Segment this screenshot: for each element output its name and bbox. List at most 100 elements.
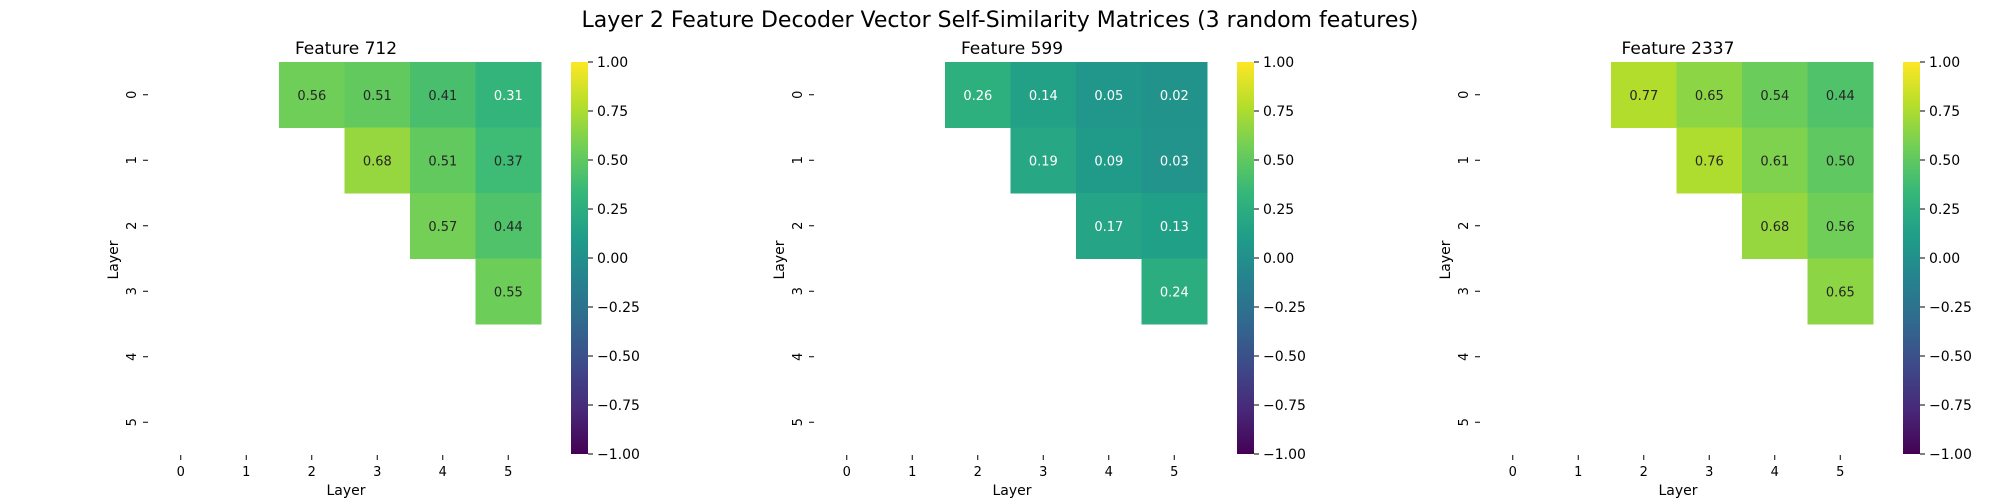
- colorbar: [1237, 62, 1254, 454]
- colorbar: [1903, 62, 1920, 454]
- y-tick-label: 3: [125, 287, 140, 295]
- y-tick-label: 5: [1457, 418, 1472, 426]
- colorbar-tick-label: 0.75: [1263, 104, 1294, 120]
- colorbar-tick-label: 0.00: [1263, 251, 1294, 267]
- panel-2: Feature 599 Layer Layer 0.26 0.14 0.05 0.02…: [772, 39, 1306, 499]
- heatmap-cell: [279, 62, 345, 128]
- x-tick-label: 1: [242, 465, 250, 480]
- heatmap-cell: [1676, 127, 1743, 194]
- cell-value-label: 0.68: [1760, 220, 1789, 235]
- cell-value-label: 0.76: [1695, 154, 1724, 169]
- y-tick-label: 5: [125, 418, 140, 426]
- heatmap-cell: [1742, 193, 1808, 259]
- panel-3-xlabel: Layer: [1658, 483, 1697, 499]
- cell-value-label: 0.65: [1826, 285, 1855, 300]
- y-tick-label: 0: [125, 91, 140, 99]
- heatmap-cell: [1076, 127, 1142, 194]
- panel-1: Feature 712 Layer Layer 0.56 0.51 0.41 0.31…: [106, 39, 640, 499]
- heatmap-cell: [410, 127, 476, 194]
- heatmap-cell: [1076, 62, 1142, 128]
- colorbar-tick-label: 0.25: [1263, 202, 1294, 218]
- cell-value-label: 0.56: [297, 89, 326, 104]
- panel-1-ylabel: Layer: [106, 240, 122, 279]
- y-tick-label: 1: [1457, 156, 1472, 164]
- colorbar-tick-label: −0.25: [1263, 300, 1306, 316]
- panel-3: Feature 2337 Layer Layer 0.77 0.65 0.54 0.4…: [1438, 39, 1972, 499]
- colorbar-tick-label: 0.50: [597, 153, 628, 169]
- y-tick-label: 4: [791, 353, 806, 361]
- colorbar-tick-label: −1.00: [1929, 447, 1972, 463]
- cell-value-label: 0.57: [428, 220, 457, 235]
- panel-2-ylabel: Layer: [772, 240, 788, 279]
- panel-2-title: Feature 599: [961, 39, 1063, 59]
- heatmap-cell: [1742, 62, 1808, 128]
- panel-1-xlabel: Layer: [326, 483, 365, 499]
- cell-value-label: 0.54: [1760, 89, 1789, 104]
- panel-2-xlabel: Layer: [992, 483, 1031, 499]
- x-tick-label: 0: [843, 465, 851, 480]
- heatmap-cell: [1010, 62, 1077, 128]
- panel-3-title: Feature 2337: [1622, 39, 1735, 59]
- y-tick-label: 3: [791, 287, 806, 295]
- heatmap-cell: [1807, 127, 1874, 194]
- y-tick-label: 5: [791, 418, 806, 426]
- cell-value-label: 0.09: [1094, 154, 1123, 169]
- cell-value-label: 0.61: [1760, 154, 1789, 169]
- cell-value-label: 0.31: [494, 89, 523, 104]
- x-tick-label: 3: [373, 465, 381, 480]
- colorbar-tick-label: 0.00: [597, 251, 628, 267]
- heatmap-cell: [344, 62, 411, 128]
- x-tick-label: 5: [1836, 465, 1844, 480]
- figure-title: Layer 2 Feature Decoder Vector Self-Simi…: [582, 8, 1419, 33]
- colorbar-tick-label: −0.50: [1929, 349, 1972, 365]
- y-tick-label: 2: [1457, 222, 1472, 230]
- y-tick-label: 2: [125, 222, 140, 230]
- heatmap-cell: [1010, 127, 1077, 194]
- x-tick-label: 5: [504, 465, 512, 480]
- colorbar-tick-label: −0.75: [1929, 398, 1972, 414]
- cell-value-label: 0.17: [1094, 220, 1123, 235]
- heatmap-cell: [1611, 62, 1677, 128]
- colorbar-tick-label: 0.50: [1929, 153, 1960, 169]
- cell-value-label: 0.44: [1826, 89, 1855, 104]
- heatmap-cell: [344, 127, 411, 194]
- colorbar-tick-label: 0.50: [1263, 153, 1294, 169]
- cell-value-label: 0.26: [963, 89, 992, 104]
- cell-value-label: 0.03: [1160, 154, 1189, 169]
- heatmap-cell: [1807, 193, 1874, 259]
- x-tick-label: 3: [1039, 465, 1047, 480]
- cell-value-label: 0.05: [1094, 89, 1123, 104]
- x-tick-label: 4: [1105, 465, 1113, 480]
- x-tick-label: 2: [308, 465, 316, 480]
- heatmap-cell: [475, 258, 542, 325]
- cell-value-label: 0.56: [1826, 220, 1855, 235]
- x-tick-label: 0: [1509, 465, 1517, 480]
- heatmap-cell: [1807, 258, 1874, 325]
- heatmap-cell: [1807, 62, 1874, 128]
- heatmap-cell: [945, 62, 1011, 128]
- y-tick-label: 3: [1457, 287, 1472, 295]
- heatmap-cell: [1141, 193, 1208, 259]
- x-tick-label: 4: [439, 465, 447, 480]
- cell-value-label: 0.37: [494, 154, 523, 169]
- x-tick-label: 3: [1705, 465, 1713, 480]
- heatmap-cell: [1141, 127, 1208, 194]
- heatmap-cell: [1676, 62, 1743, 128]
- y-tick-label: 2: [791, 222, 806, 230]
- y-tick-label: 1: [791, 156, 806, 164]
- x-tick-label: 5: [1170, 465, 1178, 480]
- x-tick-label: 4: [1771, 465, 1779, 480]
- x-tick-label: 1: [1574, 465, 1582, 480]
- colorbar-tick-label: 0.25: [1929, 202, 1960, 218]
- cell-value-label: 0.65: [1695, 89, 1724, 104]
- heatmap-cell: [410, 62, 476, 128]
- x-tick-label: 2: [1640, 465, 1648, 480]
- heatmap-cell: [475, 62, 542, 128]
- colorbar: [571, 62, 588, 454]
- colorbar-tick-label: 0.75: [1929, 104, 1960, 120]
- x-tick-label: 1: [908, 465, 916, 480]
- y-tick-label: 4: [1457, 353, 1472, 361]
- cell-value-label: 0.13: [1160, 220, 1189, 235]
